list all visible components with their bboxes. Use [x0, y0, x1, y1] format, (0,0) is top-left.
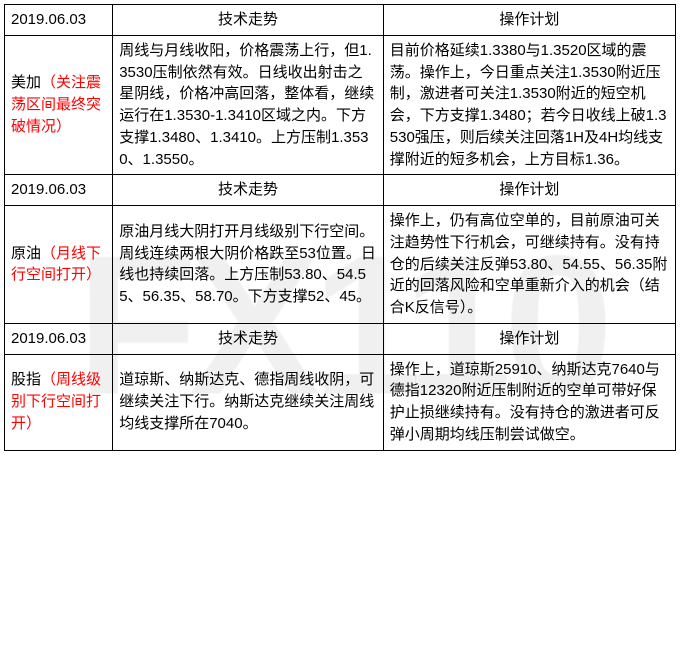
- header-plan: 操作计划: [383, 323, 675, 354]
- table-row: 美加（关注震荡区间最终突破情况） 周线与月线收阳，价格震荡上行，但1.3530压…: [5, 35, 676, 175]
- trend-cell: 原油月线大阴打开月线级别下行空间。周线连续两根大阴价格跌至53位置。日线也持续回…: [113, 206, 384, 324]
- instrument-cell: 股指（周线级别下行空间打开）: [5, 354, 113, 450]
- table-row: 2019.06.03 技术走势 操作计划: [5, 175, 676, 206]
- plan-cell: 操作上，仍有高位空单的，目前原油可关注趋势性下行机会，可继续持有。没有持仓的后续…: [383, 206, 675, 324]
- table-row: 原油（月线下行空间打开） 原油月线大阴打开月线级别下行空间。周线连续两根大阴价格…: [5, 206, 676, 324]
- plan-cell: 操作上，道琼斯25910、纳斯达克7640与德指12320附近压制附近的空单可带…: [383, 354, 675, 450]
- header-plan: 操作计划: [383, 5, 675, 36]
- instrument-name: 美加: [11, 74, 41, 91]
- date-cell: 2019.06.03: [5, 323, 113, 354]
- plan-cell: 目前价格延续1.3380与1.3520区域的震荡。操作上，今日重点关注1.353…: [383, 35, 675, 175]
- instrument-name: 股指: [11, 371, 41, 388]
- header-trend: 技术走势: [113, 5, 384, 36]
- header-trend: 技术走势: [113, 175, 384, 206]
- instrument-cell: 美加（关注震荡区间最终突破情况）: [5, 35, 113, 175]
- header-plan: 操作计划: [383, 175, 675, 206]
- table-row: 股指（周线级别下行空间打开） 道琼斯、纳斯达克、德指周线收阴，可继续关注下行。纳…: [5, 354, 676, 450]
- date-cell: 2019.06.03: [5, 5, 113, 36]
- instrument-name: 原油: [11, 245, 41, 262]
- date-cell: 2019.06.03: [5, 175, 113, 206]
- instrument-cell: 原油（月线下行空间打开）: [5, 206, 113, 324]
- trend-cell: 周线与月线收阳，价格震荡上行，但1.3530压制依然有效。日线收出射击之星阴线，…: [113, 35, 384, 175]
- trend-cell: 道琼斯、纳斯达克、德指周线收阴，可继续关注下行。纳斯达克继续关注周线均线支撑所在…: [113, 354, 384, 450]
- analysis-table: 2019.06.03 技术走势 操作计划 美加（关注震荡区间最终突破情况） 周线…: [4, 4, 676, 451]
- table-row: 2019.06.03 技术走势 操作计划: [5, 323, 676, 354]
- header-trend: 技术走势: [113, 323, 384, 354]
- table-row: 2019.06.03 技术走势 操作计划: [5, 5, 676, 36]
